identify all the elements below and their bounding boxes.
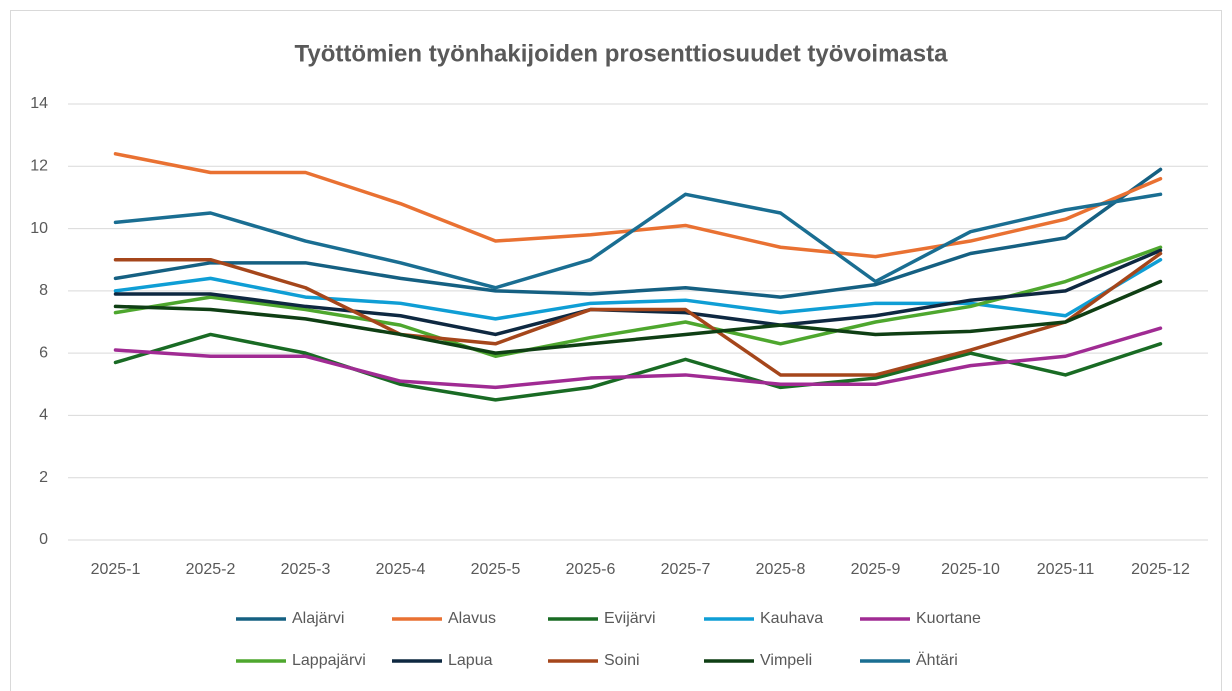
series-line	[113, 332, 1163, 402]
series-line	[113, 251, 1163, 377]
series-line	[113, 245, 1163, 359]
legend-label: Evijärvi	[604, 610, 656, 627]
chart-frame	[10, 10, 1222, 691]
x-tick-label: 2025-7	[661, 561, 711, 578]
series-line	[113, 152, 1163, 259]
legend-label: Vimpeli	[760, 652, 812, 669]
y-tick-label: 2	[39, 469, 48, 486]
x-tick-label: 2025-11	[1037, 561, 1095, 578]
legend-label: Kauhava	[760, 610, 823, 627]
y-tick-label: 6	[39, 344, 48, 361]
legend-label: Alajärvi	[292, 610, 344, 627]
x-tick-label: 2025-4	[376, 561, 426, 578]
series-line	[113, 257, 1163, 321]
x-tick-label: 2025-5	[471, 561, 521, 578]
legend-label: Soini	[604, 652, 640, 669]
y-tick-label: 4	[39, 407, 48, 424]
series-line	[113, 167, 1163, 299]
chart-title: Työttömien työnhakijoiden prosenttiosuud…	[295, 40, 949, 67]
y-tick-label: 8	[39, 282, 48, 299]
x-tick-label: 2025-6	[566, 561, 616, 578]
legend-label: Lapua	[448, 652, 493, 669]
y-tick-label: 12	[30, 158, 48, 175]
legend-label: Ähtäri	[916, 651, 958, 669]
legend-label: Alavus	[448, 610, 496, 627]
series-line	[113, 326, 1163, 390]
x-tick-label: 2025-8	[756, 561, 806, 578]
series-line	[113, 192, 1163, 290]
x-tick-label: 2025-2	[186, 561, 236, 578]
x-tick-label: 2025-10	[941, 561, 1000, 578]
legend-label: Lappajärvi	[292, 652, 366, 669]
x-tick-label: 2025-1	[91, 561, 141, 578]
series-line	[113, 279, 1163, 355]
x-tick-label: 2025-3	[281, 561, 331, 578]
y-tick-label: 0	[39, 531, 48, 548]
y-tick-label: 14	[30, 95, 48, 112]
y-tick-label: 10	[30, 220, 48, 237]
legend-label: Kuortane	[916, 610, 981, 627]
x-tick-label: 2025-9	[851, 561, 901, 578]
x-tick-label: 2025-12	[1131, 561, 1190, 578]
